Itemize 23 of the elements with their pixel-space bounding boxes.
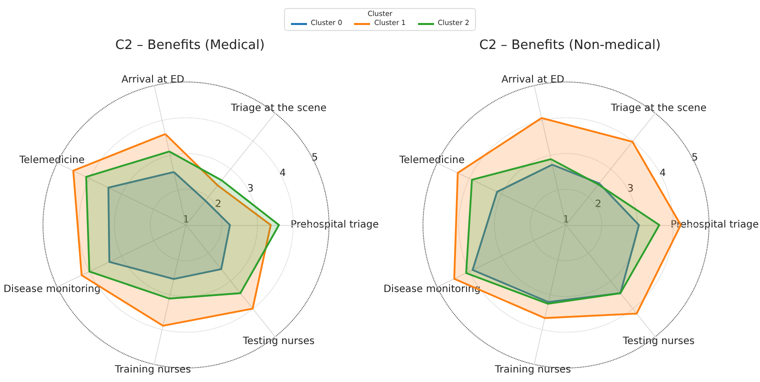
text: C2 – Benefits (Medical) — [115, 38, 265, 53]
spoke-label: Arrival at ED — [501, 74, 565, 86]
spoke-label: Prehospital triage — [290, 220, 379, 230]
y-tick-label: 4 — [659, 168, 666, 179]
spoke-label: Disease monitoring — [383, 284, 481, 296]
chart-title: C2 – Benefits (Non-medical) — [479, 38, 661, 53]
spoke-label: Training nurses — [494, 364, 571, 376]
y-tick-label: 5 — [312, 152, 318, 164]
y-tick-label: 3 — [627, 183, 634, 194]
spoke-label: Triage at the scene — [230, 103, 326, 114]
y-tick-label: 3 — [247, 183, 254, 194]
spoke-label: Triage at the scene — [610, 103, 706, 114]
spoke-label: Testing nurses — [242, 336, 315, 347]
spoke-label: Training nurses — [114, 364, 191, 376]
spoke-label: Telemedicine — [18, 154, 85, 166]
spoke-label: Disease monitoring — [3, 284, 101, 296]
spoke-label: Telemedicine — [398, 154, 465, 166]
y-tick-label: 5 — [692, 152, 698, 164]
y-tick-label: 2 — [595, 198, 602, 210]
y-tick-label: 2 — [215, 198, 222, 210]
spoke-label: Testing nurses — [622, 336, 695, 347]
y-tick-label: 4 — [279, 168, 286, 179]
spoke-label: Arrival at ED — [121, 74, 185, 86]
